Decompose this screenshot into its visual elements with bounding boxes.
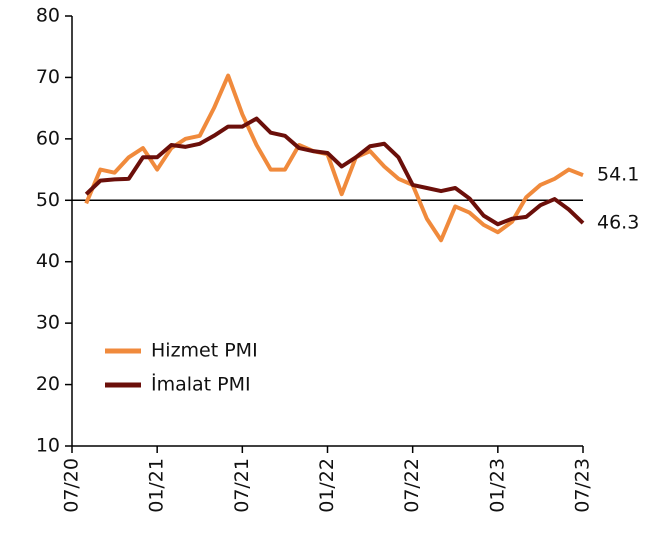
x-tick-label: 07/22 [401, 458, 423, 513]
x-tick-label: 07/23 [572, 458, 594, 513]
x-tick-label: 01/23 [486, 458, 508, 513]
legend-label: Hizmet PMI [151, 340, 258, 362]
end-label: 54.1 [597, 164, 639, 186]
y-tick-label: 80 [36, 5, 60, 27]
y-tick-label: 20 [36, 373, 60, 395]
y-tick-label: 70 [36, 66, 60, 88]
y-tick-label: 50 [36, 189, 60, 211]
legend-label: İmalat PMI [151, 373, 251, 396]
x-tick-label: 01/21 [146, 458, 168, 513]
series-line [84, 73, 584, 243]
x-tick-label: 07/20 [61, 458, 83, 513]
x-tick-label: 01/22 [316, 458, 338, 513]
y-tick-label: 10 [36, 435, 60, 457]
series-line [84, 116, 585, 227]
y-tick-label: 60 [36, 127, 60, 149]
end-label: 46.3 [597, 212, 639, 234]
x-tick-label: 07/21 [231, 458, 253, 513]
y-tick-label: 30 [36, 312, 60, 334]
y-tick-label: 40 [36, 250, 60, 272]
